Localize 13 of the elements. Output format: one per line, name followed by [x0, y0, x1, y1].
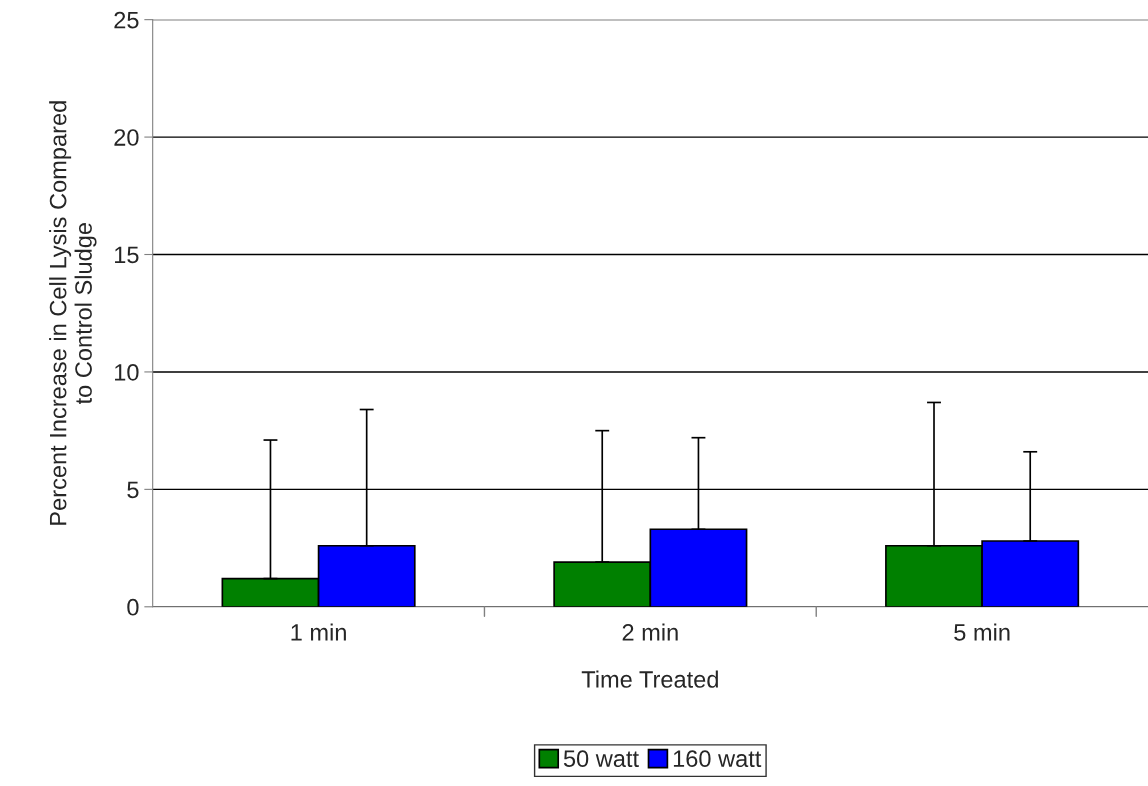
y-tick-label: 20	[114, 129, 139, 146]
y-tick-label: 5	[127, 481, 139, 499]
x-tick-label: 1 min	[291, 623, 346, 641]
legend-label: 50 watt	[563, 750, 639, 768]
x-tick-label: 5 min	[954, 623, 1010, 641]
y-tick-label: 15	[115, 246, 139, 264]
x-axis-title: Time Treated	[581, 670, 718, 688]
y-tick-label: 10	[115, 364, 139, 381]
x-tick-label: 2 min	[622, 623, 678, 641]
y-tick-label: 25	[114, 11, 139, 29]
y-axis-title: Percent Increase in Cell Lysis Compared to Control Sludge	[49, 101, 97, 525]
y-tick-label: 0	[127, 598, 139, 616]
legend-label: 160 watt	[673, 750, 762, 768]
